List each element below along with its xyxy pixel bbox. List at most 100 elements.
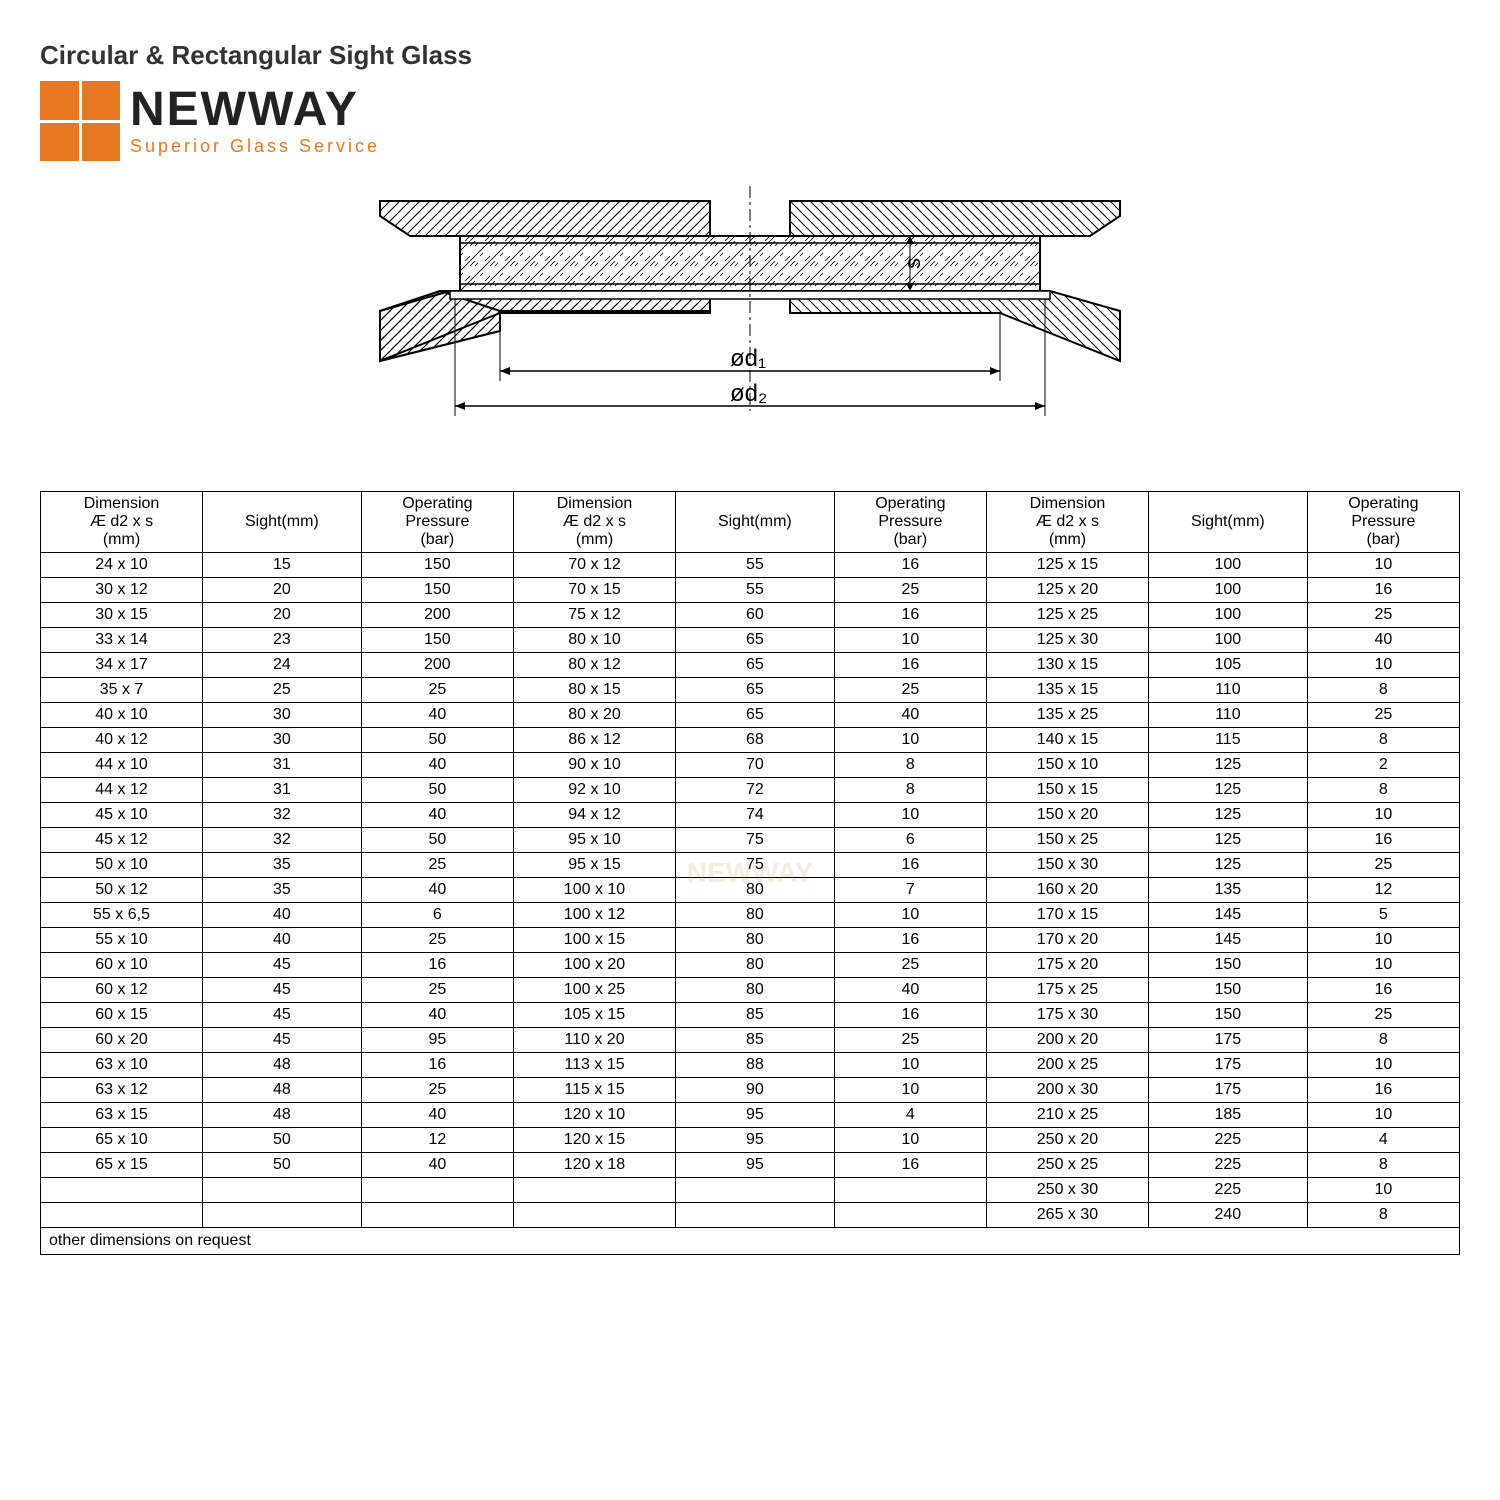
table-cell: 31 <box>203 753 362 778</box>
table-cell: 65 <box>676 653 835 678</box>
table-cell: 94 x 12 <box>513 803 675 828</box>
table-cell: 250 x 25 <box>986 1153 1148 1178</box>
table-cell: 100 x 15 <box>513 928 675 953</box>
table-cell: 25 <box>1307 603 1459 628</box>
table-cell: 16 <box>1307 828 1459 853</box>
table-cell: 23 <box>203 628 362 653</box>
table-cell: 50 <box>203 1153 362 1178</box>
table-cell: 8 <box>1307 1153 1459 1178</box>
table-cell: 175 x 20 <box>986 953 1148 978</box>
table-cell: 55 x 10 <box>41 928 203 953</box>
table-cell: 55 <box>676 553 835 578</box>
table-cell: 120 x 18 <box>513 1153 675 1178</box>
table-row: 40 x 10304080 x 206540135 x 2511025 <box>41 703 1460 728</box>
table-cell: 175 <box>1148 1053 1307 1078</box>
table-cell: 16 <box>834 553 986 578</box>
table-cell: 125 x 25 <box>986 603 1148 628</box>
table-row: 45 x 12325095 x 10756150 x 2512516 <box>41 828 1460 853</box>
table-cell <box>41 1203 203 1228</box>
column-header: Sight(mm) <box>676 492 835 553</box>
table-cell: 120 x 15 <box>513 1128 675 1153</box>
table-cell: 50 x 10 <box>41 853 203 878</box>
table-cell: 125 <box>1148 778 1307 803</box>
table-cell: 80 <box>676 928 835 953</box>
column-header: Sight(mm) <box>1148 492 1307 553</box>
table-cell: 63 x 15 <box>41 1103 203 1128</box>
table-cell: 25 <box>1307 703 1459 728</box>
table-cell: 75 <box>676 828 835 853</box>
table-cell <box>513 1203 675 1228</box>
table-row: 265 x 302408 <box>41 1203 1460 1228</box>
table-cell: 15 <box>203 553 362 578</box>
table-cell: 135 x 25 <box>986 703 1148 728</box>
table-row: 60 x 204595110 x 208525200 x 201758 <box>41 1028 1460 1053</box>
table-cell: 150 x 10 <box>986 753 1148 778</box>
table-cell: 125 <box>1148 753 1307 778</box>
table-cell: 150 <box>1148 953 1307 978</box>
table-row: 40 x 12305086 x 126810140 x 151158 <box>41 728 1460 753</box>
table-cell: 8 <box>1307 778 1459 803</box>
table-cell: 200 <box>361 603 513 628</box>
table-cell: 4 <box>834 1103 986 1128</box>
table-cell: 125 <box>1148 828 1307 853</box>
table-cell: 16 <box>1307 1078 1459 1103</box>
table-cell: 25 <box>361 1078 513 1103</box>
table-cell: 95 <box>676 1128 835 1153</box>
table-cell: 200 x 25 <box>986 1053 1148 1078</box>
table-cell <box>41 1178 203 1203</box>
table-cell: 35 <box>203 878 362 903</box>
table-cell: 16 <box>834 928 986 953</box>
label-s: s <box>900 258 925 269</box>
table-cell: 125 <box>1148 803 1307 828</box>
table-cell: 6 <box>361 903 513 928</box>
table-cell: 74 <box>676 803 835 828</box>
table-row: 24 x 101515070 x 125516125 x 1510010 <box>41 553 1460 578</box>
table-cell: 10 <box>834 628 986 653</box>
table-cell: 88 <box>676 1053 835 1078</box>
table-cell <box>203 1203 362 1228</box>
table-row: 63 x 104816113 x 158810200 x 2517510 <box>41 1053 1460 1078</box>
table-cell <box>676 1203 835 1228</box>
column-header: OperatingPressure(bar) <box>834 492 986 553</box>
table-cell: 95 <box>361 1028 513 1053</box>
table-cell: 10 <box>1307 653 1459 678</box>
table-cell: 50 <box>361 728 513 753</box>
table-row: 55 x 6,5406100 x 128010170 x 151455 <box>41 903 1460 928</box>
table-cell: 150 <box>361 578 513 603</box>
table-cell: 115 <box>1148 728 1307 753</box>
table-cell: 200 x 20 <box>986 1028 1148 1053</box>
table-cell: 60 x 20 <box>41 1028 203 1053</box>
table-cell: 150 <box>1148 978 1307 1003</box>
table-cell <box>834 1203 986 1228</box>
table-cell: 100 x 25 <box>513 978 675 1003</box>
table-cell: 40 <box>834 703 986 728</box>
table-row: 50 x 123540100 x 10807160 x 2013512 <box>41 878 1460 903</box>
column-header: OperatingPressure(bar) <box>361 492 513 553</box>
table-cell: 125 <box>1148 853 1307 878</box>
table-row: 44 x 10314090 x 10708150 x 101252 <box>41 753 1460 778</box>
table-row: 250 x 3022510 <box>41 1178 1460 1203</box>
table-cell: 16 <box>361 953 513 978</box>
table-cell: 50 <box>203 1128 362 1153</box>
table-cell: 225 <box>1148 1178 1307 1203</box>
table-cell: 45 x 10 <box>41 803 203 828</box>
table-cell: 210 x 25 <box>986 1103 1148 1128</box>
table-cell: 5 <box>1307 903 1459 928</box>
table-cell: 150 <box>1148 1003 1307 1028</box>
table-cell: 125 x 30 <box>986 628 1148 653</box>
table-cell: 60 x 12 <box>41 978 203 1003</box>
table-cell: 16 <box>834 1003 986 1028</box>
table-cell: 10 <box>1307 1178 1459 1203</box>
table-cell: 55 <box>676 578 835 603</box>
table-cell: 80 x 10 <box>513 628 675 653</box>
table-row: 65 x 155040120 x 189516250 x 252258 <box>41 1153 1460 1178</box>
table-cell: 40 x 12 <box>41 728 203 753</box>
table-cell: 265 x 30 <box>986 1203 1148 1228</box>
table-cell: 31 <box>203 778 362 803</box>
table-cell: 250 x 20 <box>986 1128 1148 1153</box>
table-cell: 175 x 30 <box>986 1003 1148 1028</box>
table-cell: 170 x 20 <box>986 928 1148 953</box>
table-cell: 80 <box>676 878 835 903</box>
table-cell: 55 x 6,5 <box>41 903 203 928</box>
logo-text: NEWWAY Superior Glass Service <box>130 86 380 157</box>
